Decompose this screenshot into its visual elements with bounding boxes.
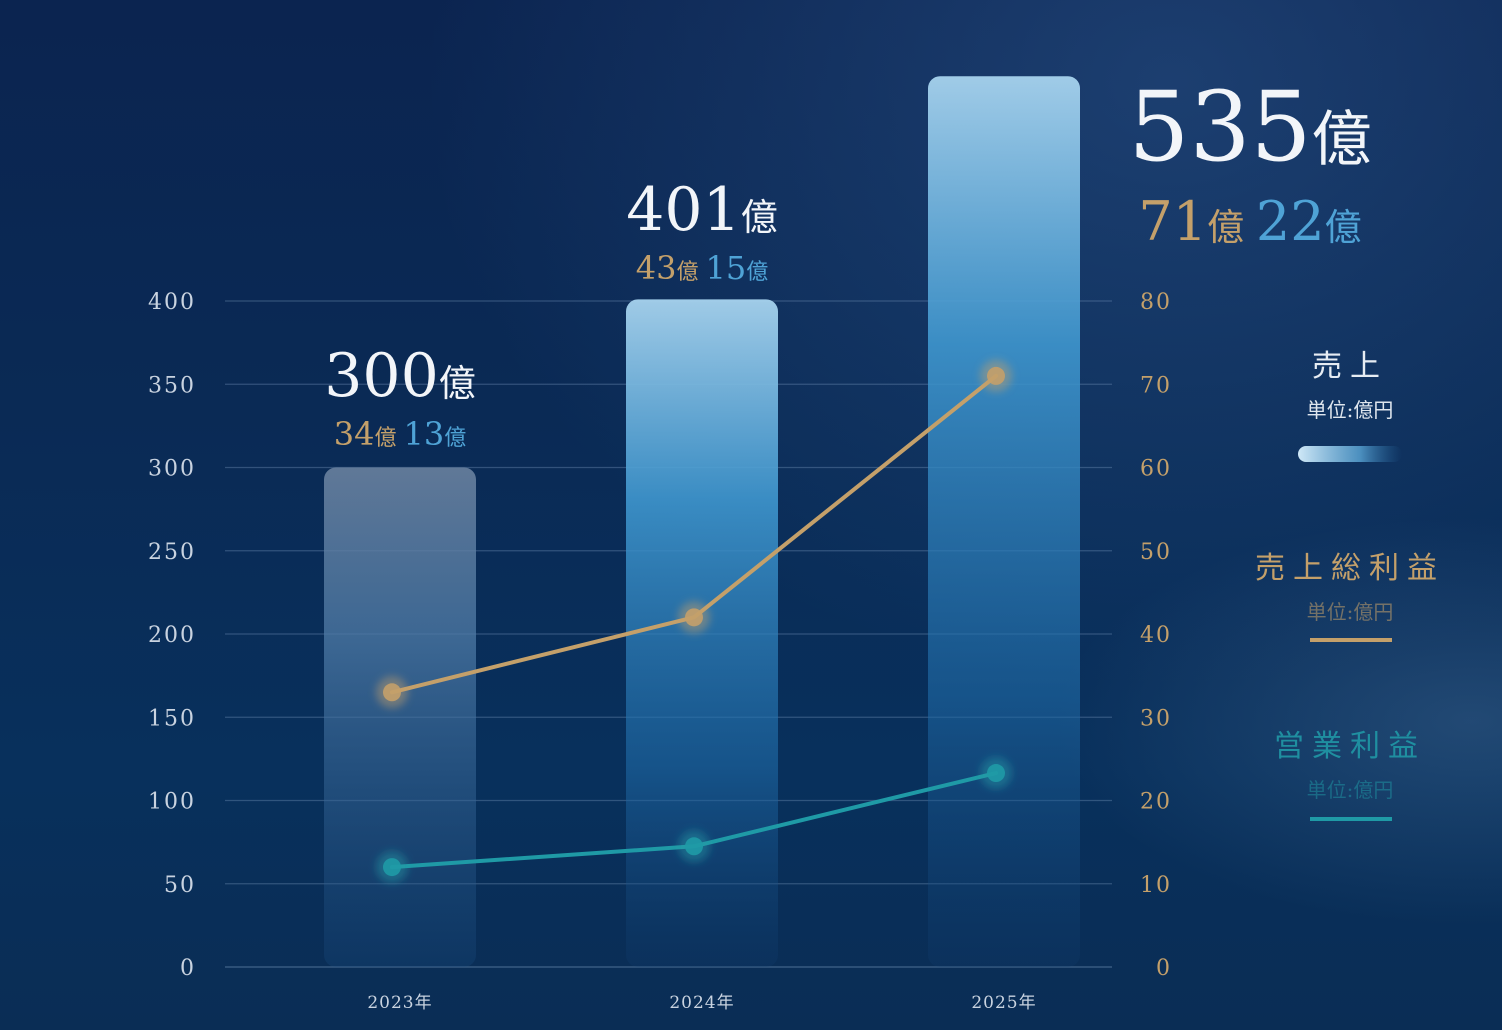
sales-value-unit: 億 [1312,105,1372,175]
legend-gross-title: 売上総利益 [1255,551,1445,586]
right-tick-label: 50 [1140,540,1172,565]
sales-value-number: 535 [1128,71,1311,183]
sales-value-label: 535億 [1128,71,1371,183]
right-tick-label: 80 [1140,290,1172,315]
x-tick-label: 2024年 [669,993,734,1013]
gross-profit-unit: 億 [374,426,403,451]
sales-bars [324,76,1080,968]
left-axis: 0 50 100 150 200 250 300 350 400 [148,290,196,981]
sales-value-number: 401 [626,175,741,245]
left-tick-label: 0 [180,956,196,981]
left-tick-label: 400 [148,290,196,315]
sales-bar [626,299,778,968]
profit-value-labels: 43億 15億 [636,249,768,287]
gross-profit-point [383,683,401,702]
right-axis: 0 10 20 30 40 50 60 70 80 [1140,290,1172,981]
legend: 売上 単位:億円 売上総利益 単位:億円 営業利益 単位:億円 [1255,349,1445,821]
right-tick-label: 30 [1140,706,1172,731]
legend-sales-title: 売上 [1312,349,1388,384]
gross-profit-point [987,366,1005,385]
operating-profit-unit: 億 [1325,206,1362,249]
x-tick-label: 2025年 [971,993,1036,1013]
legend-op-unit: 単位:億円 [1307,778,1394,802]
left-tick-label: 100 [148,790,196,815]
right-tick-label: 10 [1140,873,1172,898]
operating-profit-point [383,858,401,877]
legend-sales-swatch [1298,446,1402,462]
left-tick-label: 200 [148,623,196,648]
legend-op-title: 営業利益 [1274,729,1426,764]
right-tick-label: 0 [1156,956,1172,981]
operating-profit-point [987,764,1005,783]
sales-value-label: 300億 [324,341,476,411]
left-tick-label: 150 [148,706,196,731]
profit-lines [376,359,1012,884]
legend-sales-unit: 単位:億円 [1307,398,1394,422]
sales-value-label: 401億 [626,175,778,245]
operating-profit-value: 13 [403,415,444,453]
operating-profit-point [685,837,703,856]
right-tick-label: 70 [1140,373,1172,398]
left-tick-label: 300 [148,457,196,482]
gross-profit-value: 43 [636,249,677,287]
legend-gross-unit: 単位:億円 [1307,600,1394,624]
left-tick-label: 250 [148,540,196,565]
sales-value-unit: 億 [741,196,778,239]
sales-bar [324,467,476,967]
x-axis: 2023年 2024年 2025年 [367,993,1036,1013]
left-tick-label: 50 [164,873,196,898]
sales-value-number: 300 [324,341,439,411]
left-tick-label: 350 [148,373,196,398]
operating-profit-unit: 億 [746,260,768,285]
operating-profit-value: 15 [705,249,746,287]
gross-profit-value: 71 [1138,190,1207,253]
sales-value-unit: 億 [439,362,476,405]
right-tick-label: 60 [1140,457,1172,482]
gross-profit-unit: 億 [1207,206,1256,249]
profit-value-labels: 34億 13億 [334,415,466,453]
profit-value-labels: 71億 22億 [1138,190,1361,253]
x-tick-label: 2023年 [367,993,432,1013]
right-tick-label: 20 [1140,790,1172,815]
operating-profit-value: 22 [1256,190,1325,253]
operating-profit-unit: 億 [444,426,466,451]
right-tick-label: 40 [1140,623,1172,648]
sales-bar [928,76,1080,968]
gross-profit-point [685,608,703,627]
gross-profit-value: 34 [334,415,375,453]
gross-profit-unit: 億 [676,260,705,285]
